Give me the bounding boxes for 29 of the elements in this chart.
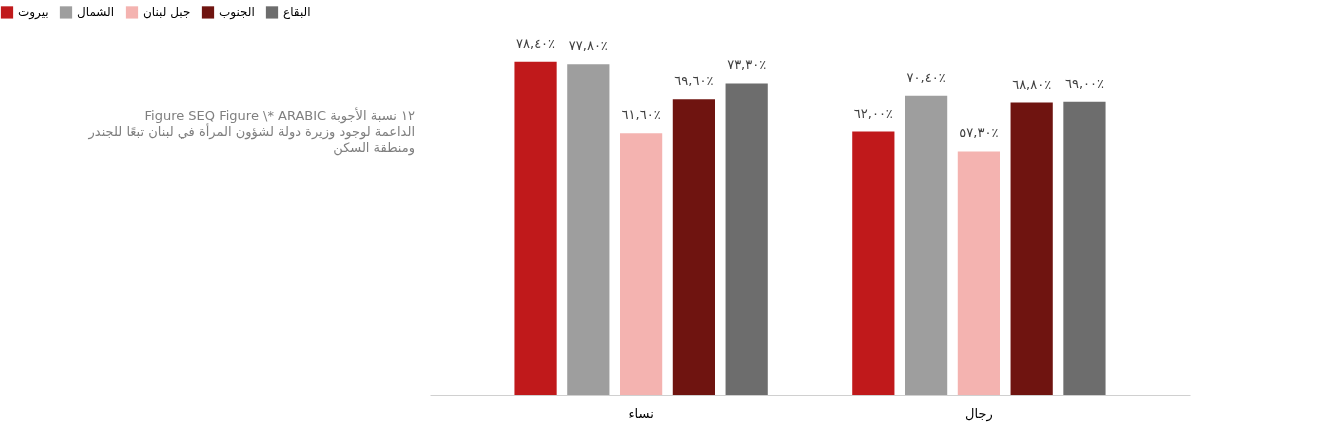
bar <box>1010 102 1053 395</box>
text: ومنطقة السكن <box>333 140 415 157</box>
data-label: ٧٨,٤٠٪ <box>516 35 556 51</box>
data-label: ٧٧,٨٠٪ <box>568 38 608 54</box>
x-tick-label: نساء <box>628 405 654 421</box>
legend-label: البقاع <box>283 5 311 20</box>
bar <box>1063 101 1106 395</box>
data-label: ٦٨,٨٠٪ <box>1012 76 1052 92</box>
data-label: ٧٠,٤٠٪ <box>906 69 946 85</box>
data-label: ٦٩,٦٠٪ <box>674 73 714 89</box>
text: الداعمة لوجود وزيرة دولة لشؤون المرأة في لبنان تبعًا للجندر <box>87 123 415 141</box>
legend-label: الشمال <box>77 5 115 20</box>
legend-label: بيروت <box>18 5 49 21</box>
bar <box>725 83 768 395</box>
bar <box>620 133 663 395</box>
data-label: ٦١,٦٠٪ <box>621 107 661 123</box>
data-label: ٦٩,٠٠٪ <box>1064 75 1104 91</box>
bar <box>567 64 610 395</box>
data-label: ٥٧,٣٠٪ <box>959 125 999 141</box>
legend-label: الجنوب <box>219 5 255 21</box>
x-tick-label: رجال <box>965 405 993 422</box>
bar <box>905 95 948 395</box>
bar <box>957 151 1000 395</box>
bar <box>514 61 557 395</box>
bar <box>672 99 715 395</box>
legend-label: جبل لبنان <box>143 5 191 20</box>
bar <box>852 131 895 395</box>
data-label: ٦٢,٠٠٪ <box>853 105 893 121</box>
data-label: ٧٣,٣٠٪ <box>727 57 767 73</box>
